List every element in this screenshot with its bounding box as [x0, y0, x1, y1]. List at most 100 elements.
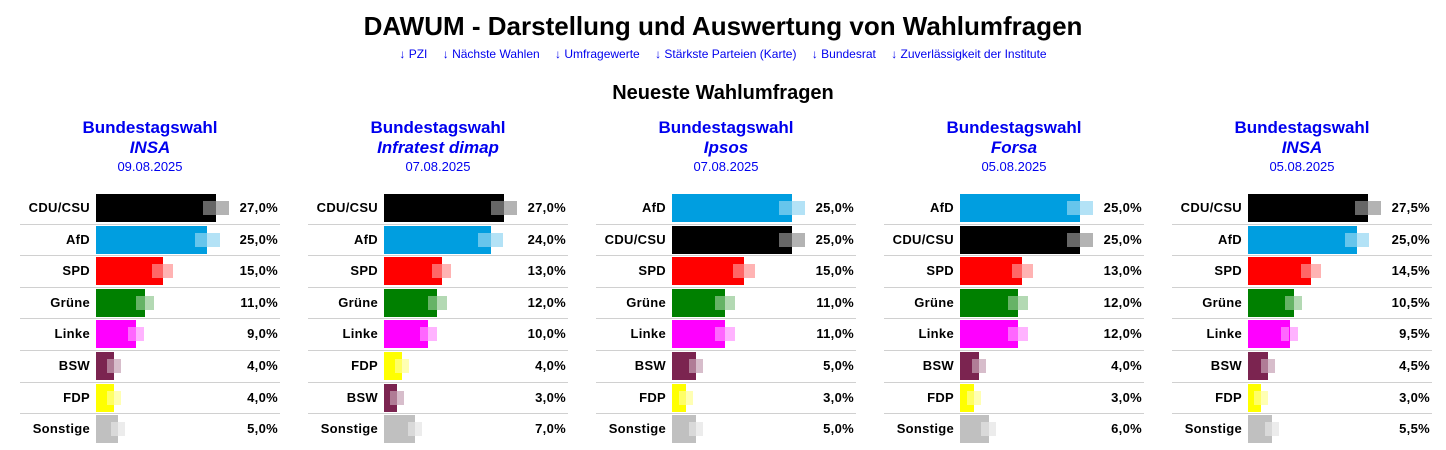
poll-row: CDU/CSU 25,0%: [884, 225, 1144, 257]
poll-header[interactable]: Bundestagswahl Infratest dimap 07.08.2025: [308, 118, 568, 176]
poll-header[interactable]: Bundestagswahl INSA 05.08.2025: [1172, 118, 1432, 176]
site-title: DAWUM - Darstellung und Auswertung von W…: [363, 11, 1083, 41]
party-label: FDP: [639, 389, 666, 405]
party-value: 6,0%: [1111, 421, 1142, 437]
party-value: 10,0%: [527, 326, 566, 342]
party-label: AfD: [641, 200, 666, 215]
party-value: 11,0%: [816, 294, 854, 310]
margin-outer: [1080, 201, 1093, 215]
poll-row: CDU/CSU 27,0%: [20, 193, 280, 225]
poll-row: Grüne 12,0%: [884, 288, 1144, 320]
party-value: 3,0%: [535, 389, 566, 405]
poll-row: FDP 4,0%: [308, 351, 568, 383]
margin-inner: [1260, 358, 1268, 373]
party-label: CDU/CSU: [1180, 200, 1242, 215]
party-label: CDU/CSU: [28, 200, 90, 215]
party-bar: [384, 194, 504, 222]
margin-inner: [1344, 232, 1358, 247]
poll-row: AfD 25,0%: [20, 225, 280, 257]
election-title: Bundestagswahl: [1234, 118, 1370, 137]
party-label: Linke: [342, 326, 378, 342]
party-label: SPD: [638, 263, 666, 279]
margin-inner: [135, 295, 145, 310]
margin-inner: [1254, 390, 1262, 405]
party-label: Linke: [630, 326, 666, 342]
margin-outer: [744, 264, 756, 279]
margin-outer: [1080, 232, 1093, 247]
party-value: 15,0%: [239, 263, 278, 279]
poll-date: 05.08.2025: [1269, 159, 1335, 174]
party-value: 11,0%: [240, 294, 278, 310]
margin-inner: [394, 358, 402, 373]
party-value: 7,0%: [535, 421, 566, 437]
margin-inner: [390, 390, 398, 405]
margin-inner: [1067, 201, 1080, 215]
nav-link-umfragewerte[interactable]: ↓ Umfragewerte: [555, 47, 640, 61]
margin-outer: [441, 264, 452, 279]
institute-name: Infratest dimap: [377, 138, 499, 157]
party-label: Sonstige: [896, 421, 954, 437]
margin-outer: [988, 422, 997, 437]
party-label: Linke: [1206, 326, 1242, 342]
party-value: 13,0%: [1103, 263, 1142, 279]
party-bar: [96, 257, 163, 286]
poll-header[interactable]: Bundestagswahl Ipsos 07.08.2025: [596, 118, 856, 176]
margin-outer: [1267, 358, 1275, 373]
party-label: FDP: [927, 389, 954, 405]
party-label: BSW: [922, 357, 954, 373]
margin-inner: [1301, 264, 1312, 279]
poll-row: CDU/CSU 27,5%: [1172, 193, 1432, 225]
party-label: Sonstige: [320, 421, 378, 437]
party-label: CDU/CSU: [316, 200, 378, 215]
party-value: 25,0%: [815, 231, 854, 247]
poll-header[interactable]: Bundestagswahl INSA 09.08.2025: [20, 118, 280, 176]
poll-date: 09.08.2025: [117, 159, 183, 174]
party-value: 5,0%: [823, 357, 854, 373]
election-title: Bundestagswahl: [82, 118, 218, 137]
margin-inner: [715, 295, 725, 310]
poll-row: BSW 5,0%: [596, 351, 856, 383]
margin-inner: [1265, 422, 1272, 437]
party-label: Linke: [54, 326, 90, 342]
margin-outer: [1311, 264, 1322, 279]
party-value: 3,0%: [823, 389, 854, 405]
margin-outer: [216, 201, 229, 215]
nav-link-staerkste-parteien[interactable]: ↓ Stärkste Parteien (Karte): [655, 47, 797, 61]
party-label: AfD: [353, 231, 378, 247]
nav-link-pzi[interactable]: ↓ PZI: [399, 47, 428, 61]
poll-row: Grüne 11,0%: [596, 288, 856, 320]
margin-outer: [401, 358, 409, 373]
margin-inner: [1007, 327, 1018, 342]
party-value: 27,5%: [1391, 200, 1430, 215]
poll-rows: CDU/CSU 27,5% AfD 25,0% SPD 14,5% Grüne 10,5% Li…: [1172, 193, 1432, 446]
party-value: 10,5%: [1391, 294, 1430, 310]
poll-header[interactable]: Bundestagswahl Forsa 05.08.2025: [884, 118, 1144, 176]
party-value: 4,0%: [535, 357, 566, 373]
margin-outer: [207, 232, 220, 247]
poll-row: Linke 9,5%: [1172, 319, 1432, 351]
party-label: Grüne: [626, 294, 666, 310]
party-value: 25,0%: [1103, 231, 1142, 247]
institute-name: INSA: [129, 138, 171, 157]
margin-outer: [162, 264, 173, 279]
margin-outer: [504, 201, 517, 215]
nav-link-naechste-wahlen[interactable]: ↓ Nächste Wahlen: [442, 47, 540, 61]
margin-inner: [679, 390, 687, 405]
margin-outer: [1261, 390, 1269, 405]
party-label: BSW: [58, 357, 90, 373]
party-value: 9,0%: [247, 326, 278, 342]
margin-outer: [428, 327, 438, 342]
poll-row: FDP 3,0%: [884, 383, 1144, 415]
party-value: 25,0%: [239, 231, 278, 247]
margin-inner: [478, 232, 491, 247]
poll-row: Sonstige 6,0%: [884, 414, 1144, 446]
nav-link-bundesrat[interactable]: ↓ Bundesrat: [811, 47, 876, 61]
party-label: Linke: [918, 326, 954, 342]
margin-inner: [111, 422, 119, 437]
nav-link-zuverlaessigkeit[interactable]: ↓ Zuverlässigkeit der Institute: [891, 47, 1047, 61]
margin-outer: [724, 327, 735, 342]
poll-row: Grüne 10,5%: [1172, 288, 1432, 320]
margin-outer: [974, 390, 982, 405]
margin-outer: [118, 422, 126, 437]
party-bar: [960, 194, 1080, 222]
